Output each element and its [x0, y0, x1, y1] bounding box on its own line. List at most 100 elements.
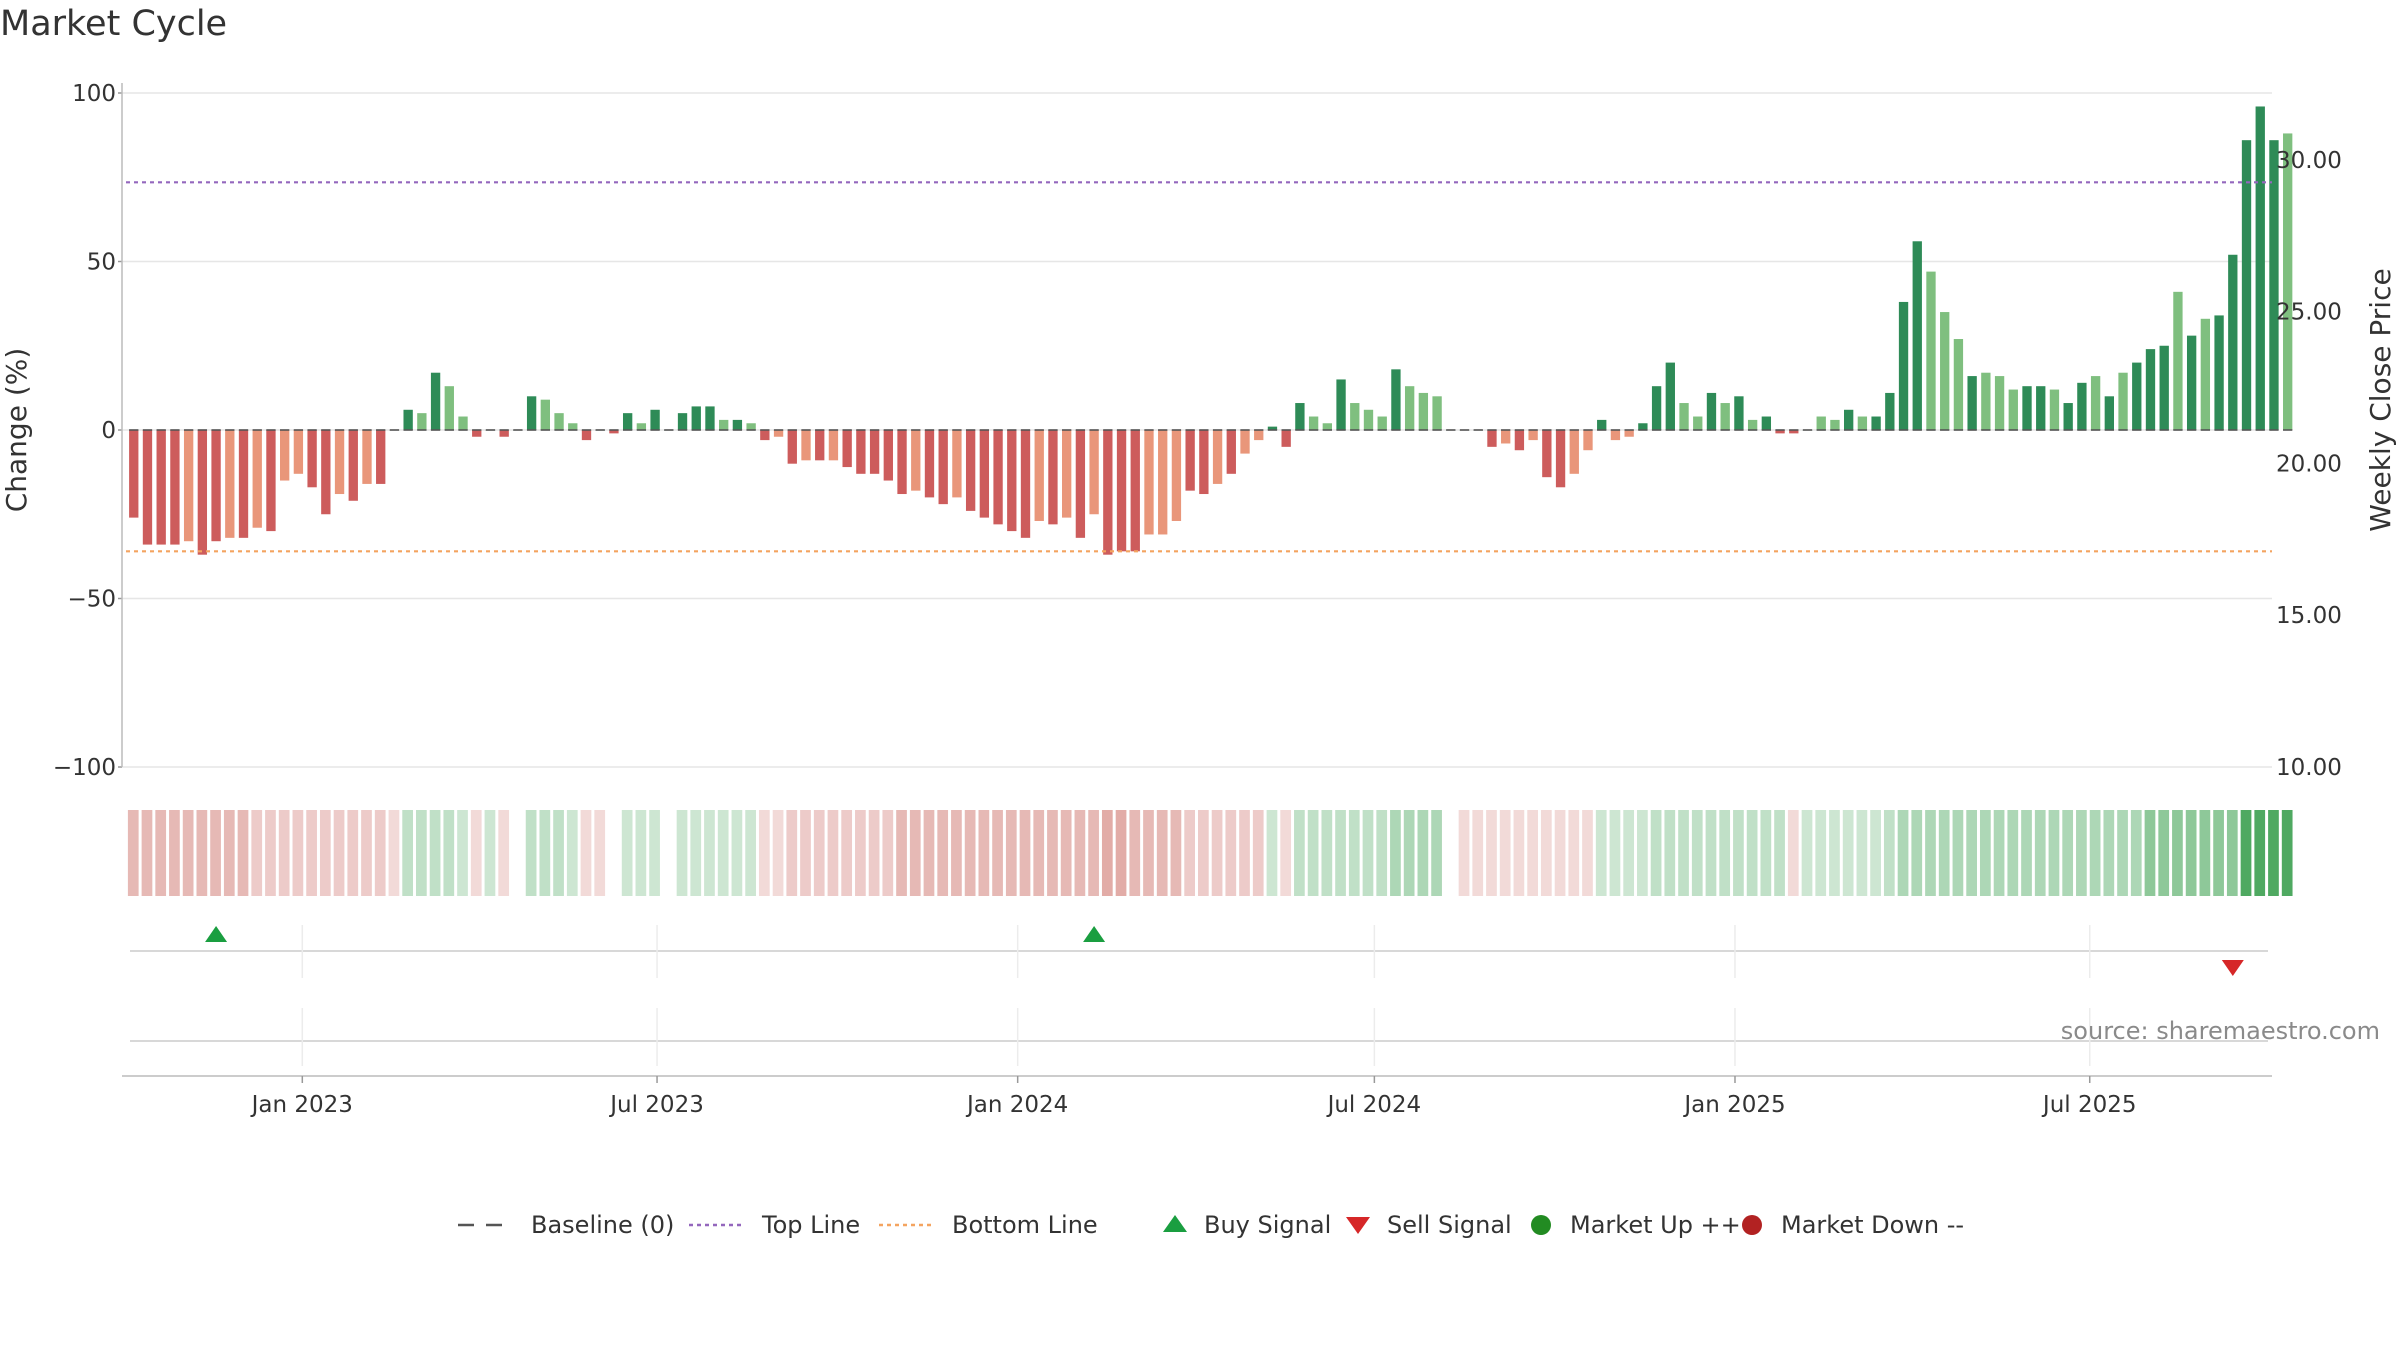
bar — [1898, 301, 1909, 430]
bar — [691, 406, 701, 430]
band-cell — [1115, 810, 1127, 896]
band-cell — [2062, 810, 2074, 896]
bar — [1226, 430, 1236, 474]
band-cell — [1074, 810, 1086, 896]
band-cell — [827, 810, 839, 896]
band-cell — [594, 810, 606, 896]
band-cell — [2007, 810, 2019, 896]
band-cell — [1321, 810, 1333, 896]
legend-item: Market Up ++ — [1531, 1211, 1741, 1239]
bar — [911, 430, 921, 491]
band-cell — [1486, 810, 1497, 896]
band-cell — [1307, 810, 1319, 896]
band-cell — [978, 810, 990, 896]
x-tick-label: Jul 2023 — [608, 1092, 704, 1118]
band-cell — [1403, 810, 1415, 896]
y-tick-label: 100 — [72, 81, 116, 107]
band-cell — [223, 810, 235, 896]
y2-tick-label: 20.00 — [2276, 451, 2342, 477]
bar — [705, 406, 715, 430]
legend-label: Sell Signal — [1387, 1211, 1512, 1239]
bar — [1130, 430, 1140, 552]
band-cell — [1047, 810, 1058, 896]
bar — [307, 430, 317, 488]
band-cell — [2021, 810, 2032, 896]
band-cell — [2158, 810, 2170, 896]
bar — [1062, 430, 1072, 518]
y2-tick-label: 25.00 — [2276, 300, 2342, 326]
bar — [334, 430, 345, 495]
band-cell — [1431, 810, 1442, 896]
bar — [1638, 423, 1648, 430]
band-cell — [1376, 810, 1388, 896]
band-cell — [1883, 810, 1895, 896]
bar — [2173, 291, 2183, 430]
band-cell — [278, 810, 290, 896]
bar — [1693, 416, 1703, 430]
band-cell — [1239, 810, 1250, 896]
bar — [458, 416, 468, 430]
bar — [2008, 389, 2018, 430]
band-cell — [319, 810, 331, 896]
bar — [2118, 372, 2128, 430]
band-cell — [1362, 810, 1374, 896]
bar — [1885, 392, 1895, 430]
bar — [1432, 396, 1442, 430]
legend-swatch — [1163, 1215, 1187, 1232]
legend-item: Top Line — [689, 1211, 860, 1239]
y-tick-label: 50 — [87, 250, 116, 276]
bar — [1350, 403, 1360, 430]
band-cell — [1198, 810, 1209, 896]
band-cell — [1019, 810, 1031, 896]
bar — [1295, 403, 1305, 430]
regime-band — [127, 810, 2293, 896]
band-cell — [1184, 810, 1195, 896]
band-cell — [1650, 810, 1662, 896]
x-tick-label: Jan 2025 — [1682, 1092, 1785, 1118]
bar — [1020, 430, 1031, 538]
buy-signal-marker — [205, 926, 228, 942]
band-cell — [1897, 810, 1909, 896]
band-cell — [2185, 810, 2197, 896]
bar — [1706, 392, 1717, 430]
band-cell — [731, 810, 743, 896]
y-tick-label: −100 — [53, 755, 116, 781]
band-cell — [2103, 810, 2115, 896]
band-cell — [758, 810, 770, 896]
bar — [417, 413, 427, 430]
bar — [1994, 376, 2005, 430]
band-cell — [1801, 810, 1813, 896]
band-cell — [1225, 810, 1237, 896]
band-cell — [127, 810, 139, 896]
band-cell — [553, 810, 564, 896]
band-cell — [498, 810, 510, 896]
bar — [2159, 345, 2169, 430]
bar — [622, 413, 633, 430]
bar — [2255, 106, 2265, 430]
band-cell — [580, 810, 592, 896]
bar — [568, 423, 578, 430]
bar — [1912, 241, 1922, 430]
band-cell — [2130, 810, 2142, 896]
legend: Baseline (0) Top Line Bottom Line Buy Signa… — [458, 1211, 1964, 1239]
band-cell — [608, 810, 619, 896]
bar — [1034, 430, 1044, 521]
bar — [183, 430, 194, 542]
band-cell — [2268, 810, 2279, 896]
band-cell — [964, 810, 976, 896]
band-cell — [1527, 810, 1538, 896]
band-cell — [909, 810, 921, 896]
band-cell — [635, 810, 647, 896]
bar — [677, 413, 688, 430]
bar — [2090, 376, 2101, 430]
band-cell — [1417, 810, 1429, 896]
band-cell — [416, 810, 427, 896]
bar — [1336, 379, 1346, 430]
legend-label: Bottom Line — [952, 1211, 1098, 1239]
bar — [1569, 430, 1579, 474]
band-cell — [1829, 810, 1840, 896]
bar — [266, 430, 276, 532]
bar — [472, 430, 482, 437]
band-cell — [429, 810, 441, 896]
band-cell — [1252, 810, 1264, 896]
